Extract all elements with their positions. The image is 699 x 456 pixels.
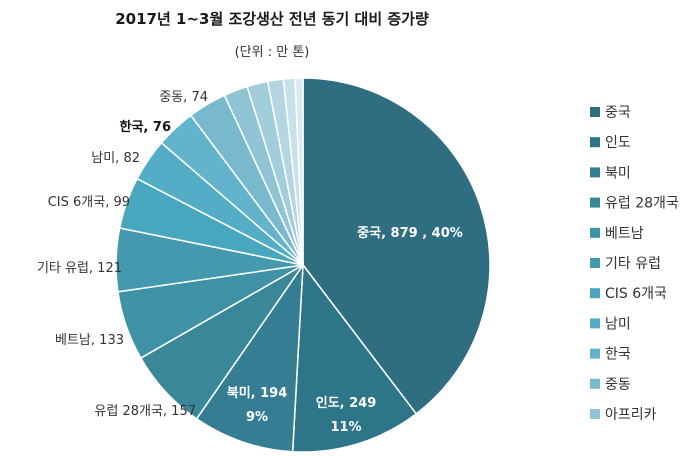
pie-slice-인도 [291, 262, 418, 453]
slice-label-중동: 중동, 74 [159, 90, 208, 105]
slice-label-북미: 북미, 194 [227, 385, 288, 401]
legend-swatch-베트남 [590, 227, 600, 238]
legend-label-한국: 한국 [605, 347, 631, 363]
legend-label-북미: 북미 [605, 165, 631, 181]
slice-label-CIS 6개국: CIS 6개국, 99 [48, 195, 130, 210]
pie-labels: 중국, 879 , 40% 인도, 249 11% 북미, 194 9% 유럽 28개… [37, 90, 463, 435]
legend-label-중동: 중동 [605, 377, 631, 393]
legend-swatch-남미 [590, 318, 600, 329]
legend-label-CIS 6개국: CIS 6개국 [605, 286, 667, 302]
chart-title: 2017년 1~3월 조강생산 전년 동기 대비 증가량 [115, 10, 429, 28]
legend-swatch-인도 [590, 137, 600, 148]
legend-swatch-CIS 6개국 [590, 288, 600, 299]
slice-label-중국: 중국, 879 , 40% [357, 226, 463, 241]
legend-label-베트남: 베트남 [605, 226, 644, 242]
legend-label-기타 유럽: 기타 유럽 [605, 256, 661, 272]
pie-slices [115, 77, 491, 453]
legend-label-아프리카: 아프리카 [605, 407, 657, 423]
legend-swatch-중국 [590, 107, 600, 117]
legend-swatch-한국 [590, 348, 600, 359]
legend-swatch-중동 [590, 378, 600, 389]
slice-label-베트남: 베트남, 133 [55, 333, 124, 348]
legend-label-인도: 인도 [605, 135, 631, 151]
pie-slice-중국 [302, 77, 491, 415]
slice-label-남미: 남미, 82 [91, 151, 140, 166]
pie-slice-minor-14 [294, 77, 304, 266]
chart-subtitle: (단위 : 만 톤) [235, 45, 310, 60]
slice-label-기타 유럽: 기타 유럽, 121 [37, 261, 122, 276]
slice-label-유럽 28개국: 유럽 28개국, 157 [94, 404, 196, 419]
slice-label-인도: 11% [330, 420, 361, 435]
pie-slice-북미 [195, 262, 304, 453]
legend-swatch-기타 유럽 [590, 258, 600, 268]
legend-label-중국: 중국 [605, 105, 631, 121]
legend-swatch-북미 [590, 167, 600, 178]
legend-swatch-유럽 28개국 [590, 197, 600, 208]
slice-label-한국: 한국, 76 [120, 119, 171, 135]
slice-label-북미: 9% [246, 410, 268, 425]
legend-swatch-아프리카 [590, 409, 600, 419]
slice-label-인도: 인도, 249 [316, 395, 377, 411]
legend-label-남미: 남미 [605, 316, 631, 332]
legend-label-유럽 28개국: 유럽 28개국 [605, 196, 679, 212]
